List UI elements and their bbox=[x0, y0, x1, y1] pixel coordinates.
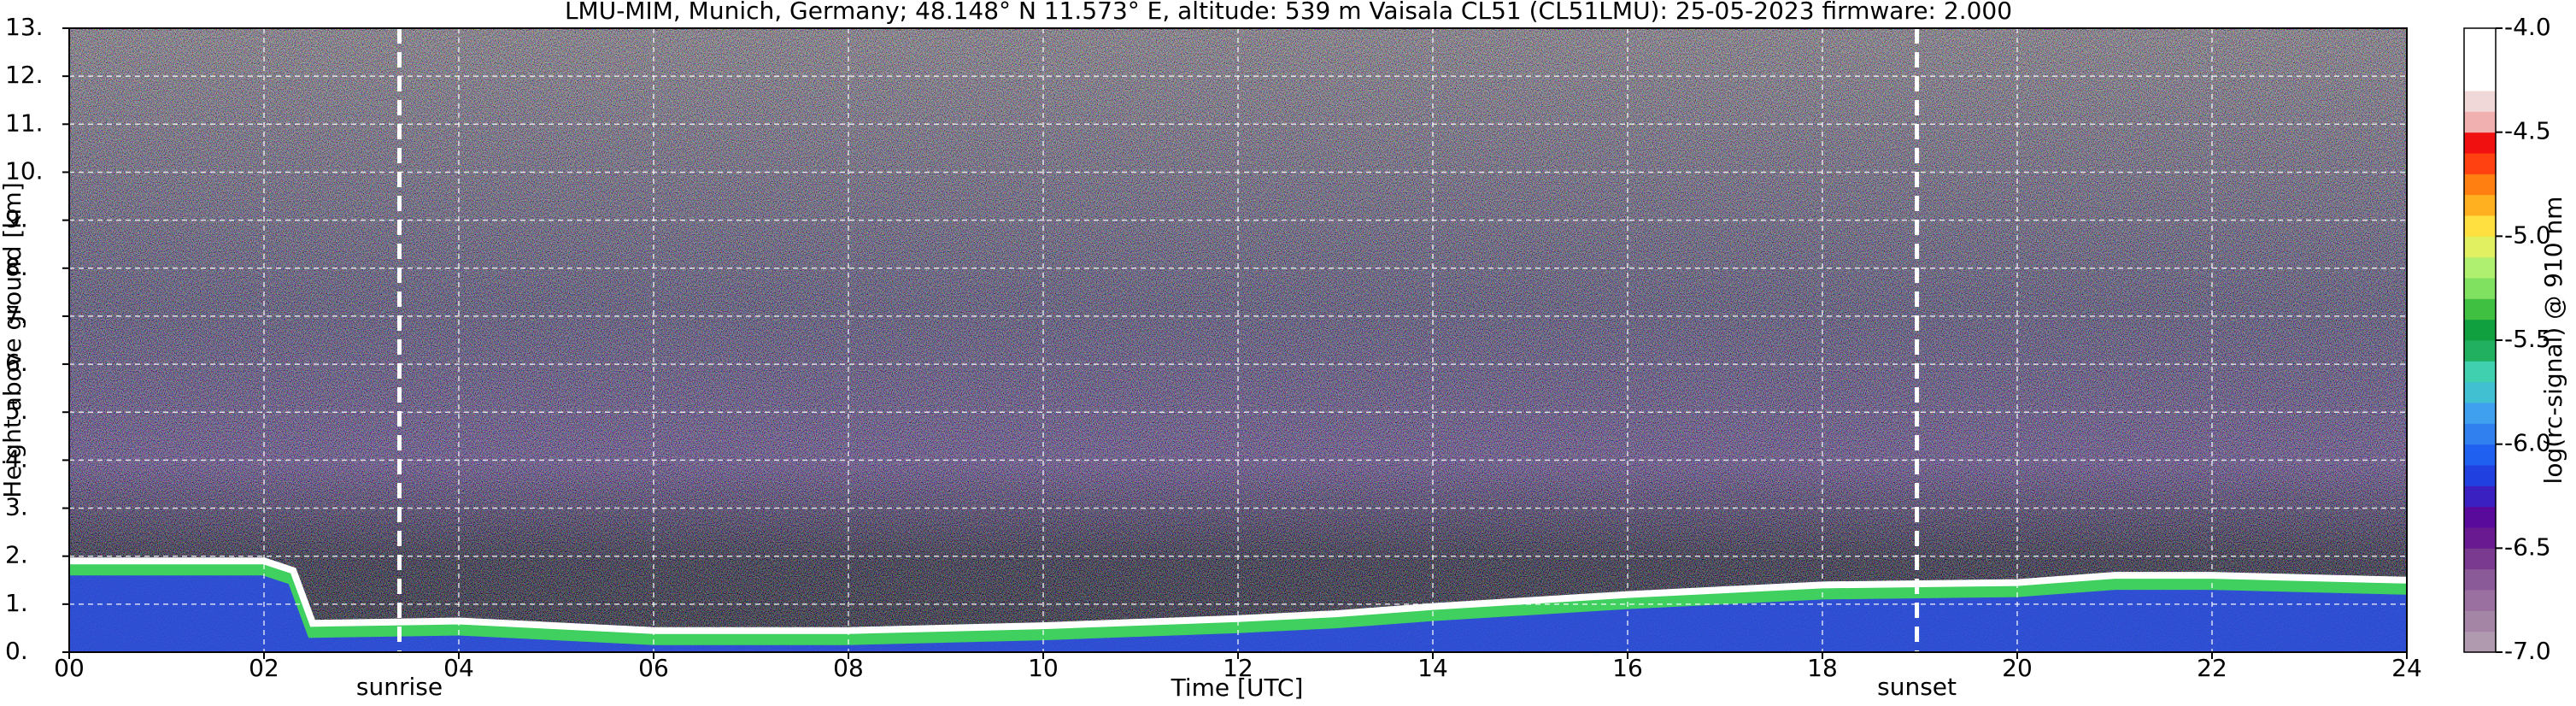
x-tick-label: 10 bbox=[1028, 654, 1059, 682]
colorbar-tick-label: -4.0 bbox=[2504, 13, 2551, 41]
colorbar-segment bbox=[2464, 485, 2496, 508]
x-tick-label: 24 bbox=[2391, 654, 2422, 682]
colorbar-segment bbox=[2464, 465, 2496, 486]
colorbar-segment bbox=[2464, 423, 2496, 445]
y-axis-label: Height above ground [km] bbox=[0, 182, 26, 498]
y-tick-label: 2. bbox=[5, 541, 28, 569]
colorbar-segment bbox=[2464, 631, 2496, 653]
x-tick-label: 20 bbox=[2002, 654, 2033, 682]
colorbar-segment bbox=[2464, 298, 2496, 321]
colorbar-segment bbox=[2464, 568, 2496, 591]
colorbar-tick-label: -5.5 bbox=[2504, 325, 2551, 353]
plot-frame bbox=[68, 27, 2408, 653]
y-tick-label: 10. bbox=[5, 156, 44, 185]
colorbar-segment bbox=[2464, 444, 2496, 466]
colorbar-segment bbox=[2464, 361, 2496, 383]
colorbar-tick-label: -5.0 bbox=[2504, 221, 2551, 249]
y-tick-label: 5. bbox=[5, 397, 28, 425]
x-tick-label: 08 bbox=[833, 654, 864, 682]
colorbar-segment bbox=[2464, 153, 2496, 174]
y-tick-label: 1. bbox=[5, 589, 28, 617]
annotation-label: sunrise bbox=[356, 673, 443, 701]
colorbar-segment bbox=[2464, 69, 2496, 91]
x-tick-label: 12 bbox=[1223, 654, 1253, 682]
colorbar-tick-label: -6.0 bbox=[2504, 429, 2551, 457]
x-tick-label: 06 bbox=[638, 654, 669, 682]
colorbar-segment bbox=[2464, 381, 2496, 403]
x-tick-label: 02 bbox=[249, 654, 279, 682]
x-tick-label: 16 bbox=[1612, 654, 1643, 682]
colorbar-segment bbox=[2464, 403, 2496, 424]
x-tick-label: 18 bbox=[1807, 654, 1838, 682]
colorbar-segment bbox=[2464, 236, 2496, 258]
colorbar-tick-label: -7.0 bbox=[2504, 637, 2551, 665]
y-tick-label: 7. bbox=[5, 301, 28, 329]
colorbar-segment bbox=[2464, 590, 2496, 611]
layer-line bbox=[69, 557, 2408, 634]
colorbar-segment bbox=[2464, 548, 2496, 570]
x-tick-label: 04 bbox=[443, 654, 474, 682]
y-tick-label: 9. bbox=[5, 205, 28, 233]
y-tick-label: 0. bbox=[5, 637, 28, 665]
colorbar-segment bbox=[2464, 256, 2496, 279]
y-tick-label: 4. bbox=[5, 444, 28, 473]
y-tick-label: 6. bbox=[5, 349, 28, 377]
colorbar-segment bbox=[2464, 28, 2496, 50]
colorbar-segment bbox=[2464, 91, 2496, 112]
x-tick-label: 14 bbox=[1417, 654, 1448, 682]
colorbar-segment bbox=[2464, 215, 2496, 237]
colorbar-tick-label: -6.5 bbox=[2504, 532, 2551, 561]
colorbar-segment bbox=[2464, 340, 2496, 362]
chart-title: LMU-MIM, Munich, Germany; 48.148° N 11.5… bbox=[565, 0, 2012, 25]
y-tick-label: 13. bbox=[5, 13, 44, 41]
colorbar-segment bbox=[2464, 132, 2496, 154]
colorbar-segment bbox=[2464, 49, 2496, 71]
colorbar-segment bbox=[2464, 111, 2496, 133]
colorbar-segment bbox=[2464, 319, 2496, 341]
y-tick-label: 11. bbox=[5, 109, 44, 137]
y-tick-label: 3. bbox=[5, 493, 28, 521]
x-axis-label: Time [UTC] bbox=[1171, 674, 1304, 702]
x-tick-label: 22 bbox=[2197, 654, 2227, 682]
colorbar-segment bbox=[2464, 194, 2496, 216]
y-tick-label: 8. bbox=[5, 253, 28, 281]
y-tick-label: 12. bbox=[5, 61, 44, 89]
colorbar-segment bbox=[2464, 278, 2496, 299]
x-tick-label: 00 bbox=[54, 654, 85, 682]
boundary-layer-fill bbox=[69, 561, 2407, 652]
colorbar-segment bbox=[2464, 610, 2496, 632]
colorbar-segment bbox=[2464, 174, 2496, 196]
colorbar-tick-label: -4.5 bbox=[2504, 117, 2551, 145]
colorbar-segment bbox=[2464, 527, 2496, 549]
colorbar-segment bbox=[2464, 506, 2496, 528]
annotation-label: sunset bbox=[1877, 673, 1957, 701]
colorbar-label: log(rc-signal) @ 910 nm bbox=[2539, 197, 2567, 485]
